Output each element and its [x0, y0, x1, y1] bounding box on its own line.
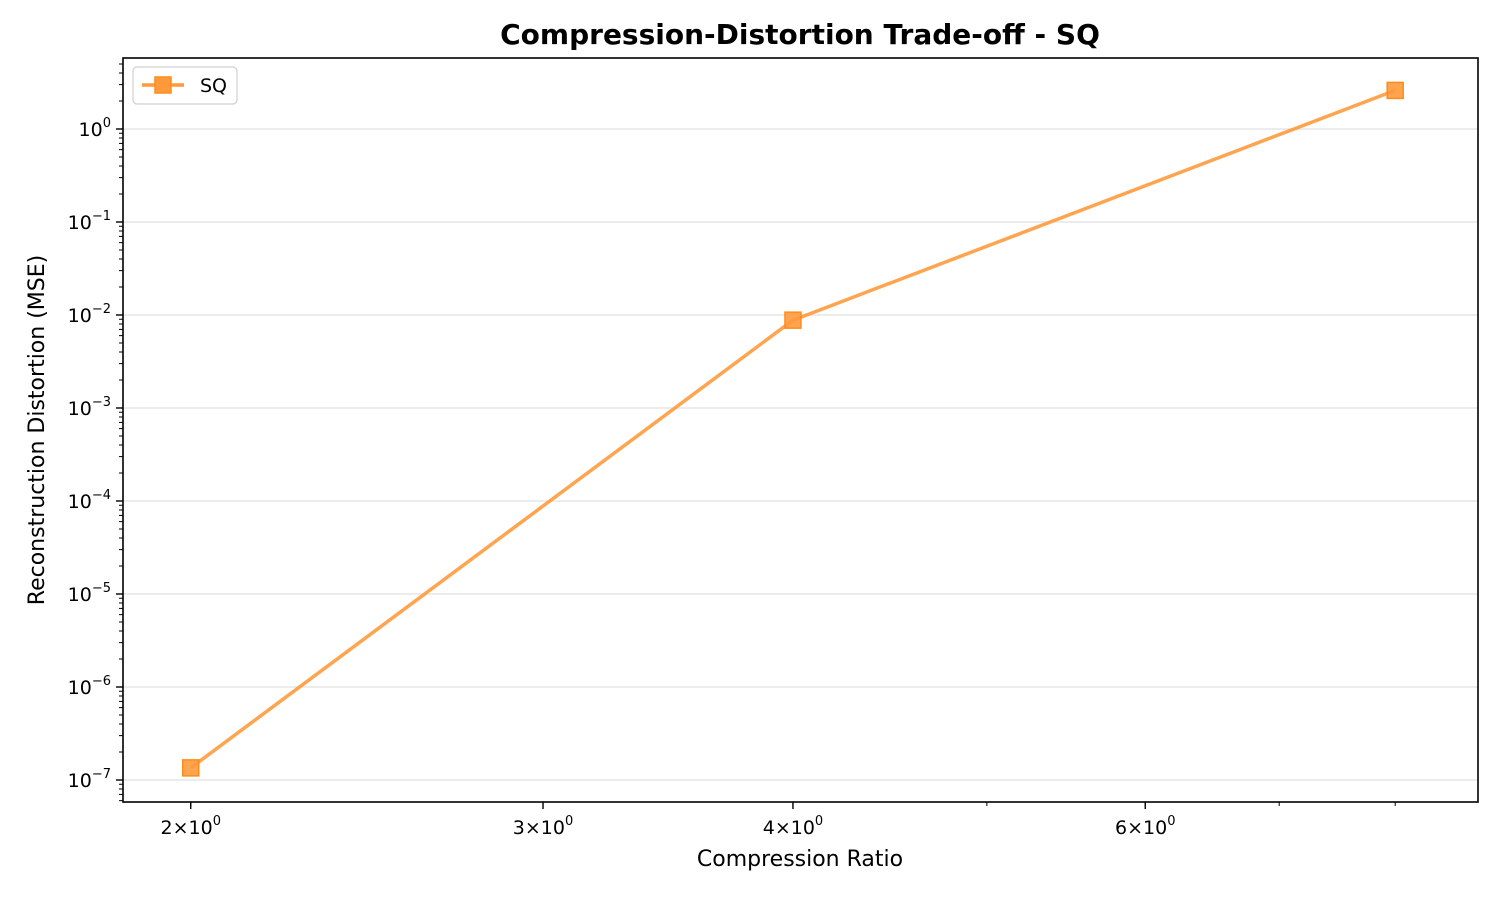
y-tick-label: 10−7	[68, 767, 111, 792]
x-tick-label: 3×100	[513, 814, 573, 839]
data-point-marker	[1386, 81, 1404, 100]
y-tick-label: 10−2	[68, 302, 111, 327]
legend-label-sq: SQ	[200, 75, 227, 97]
data-point-marker	[784, 311, 802, 329]
grid-lines	[123, 128, 1478, 781]
y-tick-label: 10−4	[68, 488, 111, 513]
chart-title: Compression-Distortion Trade-off - SQ	[500, 18, 1100, 51]
x-tick-label: 4×100	[763, 814, 823, 839]
x-tick-label: 6×100	[1115, 814, 1175, 839]
y-tick-label: 10−3	[68, 395, 111, 420]
y-tick-label: 100	[79, 116, 111, 141]
plot-area	[181, 81, 1404, 777]
y-axis-ticks: 10−7 10−6 10−5 10−4 10−3 10−2 10−1 100	[68, 63, 123, 802]
x-axis-label: Compression Ratio	[697, 847, 903, 872]
y-tick-label: 10−5	[68, 581, 111, 606]
legend-marker-sq	[154, 76, 172, 94]
legend: SQ	[132, 66, 238, 105]
series-line-sq	[189, 88, 1396, 770]
x-axis-ticks: 2×100 3×100 4×100 6×100	[160, 802, 1396, 839]
y-axis-label: Reconstruction Distortion (MSE)	[25, 255, 50, 605]
plot-frame	[122, 57, 1479, 803]
data-point-marker	[181, 759, 200, 777]
x-tick-label: 2×100	[160, 814, 220, 839]
y-tick-label: 10−1	[68, 209, 111, 234]
y-tick-label: 10−6	[68, 674, 111, 699]
